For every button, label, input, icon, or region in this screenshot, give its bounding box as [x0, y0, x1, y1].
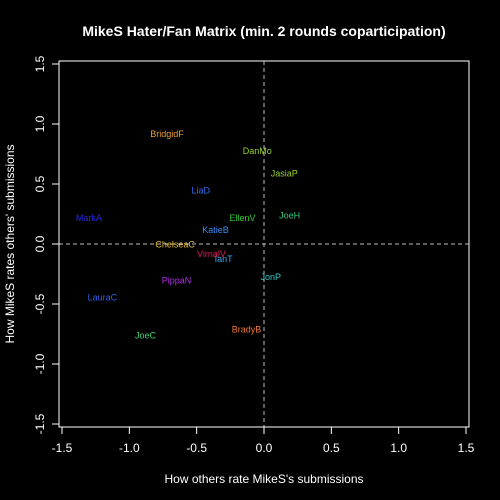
- point-label-joeh: JoeH: [279, 211, 300, 221]
- point-label-bradyb: BradyB: [232, 325, 262, 335]
- point-label-pippan: PippaN: [162, 276, 192, 286]
- y-tick-label: -1.0: [33, 353, 47, 374]
- data-labels: BridgidF DanMo JasiaP LiaD MarkA EllenV JoeH Ka…: [76, 129, 300, 341]
- x-tick-label: 1.0: [390, 441, 407, 455]
- y-axis-label: How MikeS rates others' submissions: [3, 144, 17, 343]
- x-tick-label: 1.5: [458, 441, 475, 455]
- point-label-jonp: JonP: [260, 272, 281, 282]
- point-label-marka: MarkA: [76, 213, 102, 223]
- point-label-iant: IanT: [215, 254, 234, 264]
- point-label-virnalv: VirnalV: [197, 249, 226, 259]
- point-label-danmo: DanMo: [243, 146, 272, 156]
- point-label-jasiap: JasiaP: [271, 169, 298, 179]
- point-label-ellenv: EllenV: [229, 213, 255, 223]
- x-tick-label: -1.5: [52, 441, 73, 455]
- chart-title: MikeS Hater/Fan Matrix (min. 2 rounds co…: [82, 23, 445, 39]
- x-tick-label: 0.5: [323, 441, 340, 455]
- point-label-joec: JoeC: [135, 331, 157, 341]
- x-axis-label: How others rate MikeS's submissions: [164, 472, 363, 486]
- point-label-bridgidf: BridgidF: [150, 129, 184, 139]
- point-label-liad: LiaD: [191, 186, 210, 196]
- x-axis: -1.5 -1.0 -0.5 0.0 0.5 1.0 1.5: [52, 426, 475, 455]
- x-tick-label: -1.0: [119, 441, 140, 455]
- x-tick-label: 0.0: [256, 441, 273, 455]
- reference-lines: [59, 61, 469, 427]
- y-tick-label: 1.0: [33, 115, 47, 132]
- y-axis: -1.5 -1.0 -0.5 0.0 0.5 1.0 1.5: [33, 55, 60, 434]
- y-tick-label: -0.5: [33, 293, 47, 314]
- y-tick-label: 0.5: [33, 175, 47, 192]
- y-tick-label: -1.5: [33, 413, 47, 434]
- point-label-chelseac: ChelseaC: [155, 240, 195, 250]
- y-tick-label: 1.5: [33, 55, 47, 72]
- point-label-katieb: KatieB: [202, 225, 229, 235]
- x-tick-label: -0.5: [186, 441, 207, 455]
- point-label-laurac: LauraC: [88, 292, 118, 302]
- y-tick-label: 0.0: [33, 235, 47, 252]
